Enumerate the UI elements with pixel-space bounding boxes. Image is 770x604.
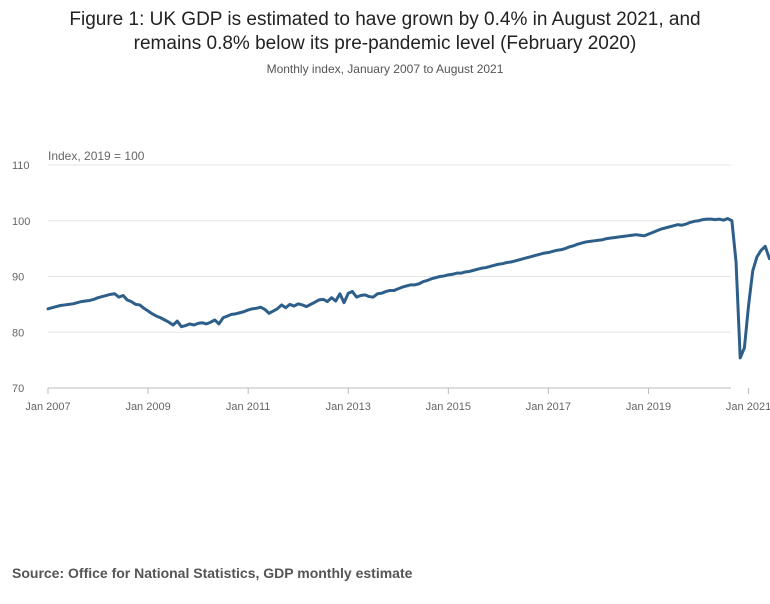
x-tick-label: Jan 2021 xyxy=(726,401,770,413)
y-axis-ticks: 70 80 90 100 110 xyxy=(12,160,30,395)
chart-title-line2: remains 0.8% below its pre-pandemic leve… xyxy=(133,33,637,54)
chart-subtitle: Monthly index, January 2007 to August 20… xyxy=(266,62,504,76)
y-tick-label: 90 xyxy=(12,272,24,284)
source-note: Source: Office for National Statistics, … xyxy=(12,565,413,581)
x-tick-label: Jan 2019 xyxy=(626,401,671,413)
y-tick-label: 80 xyxy=(12,327,24,339)
x-tick-label: Jan 2015 xyxy=(426,401,471,413)
series-line-gdp xyxy=(46,217,770,360)
y-tick-label: 70 xyxy=(12,383,24,395)
y-axis-title: Index, 2019 = 100 xyxy=(48,149,145,163)
chart-title: Figure 1: UK GDP is estimated to have gr… xyxy=(10,8,760,56)
x-axis: Jan 2007 Jan 2009 Jan 2011 Jan 2013 Jan 2015… xyxy=(25,387,770,413)
chart-title-line1: Figure 1: UK GDP is estimated to have gr… xyxy=(69,9,701,30)
x-tick-label: Jan 2011 xyxy=(226,401,270,413)
x-tick-label: Jan 2007 xyxy=(25,401,70,413)
x-tick-label: Jan 2009 xyxy=(125,401,170,413)
x-tick-label: Jan 2013 xyxy=(326,401,371,413)
y-tick-label: 110 xyxy=(12,160,30,172)
grid-lines xyxy=(48,164,731,333)
x-tick-label: Jan 2017 xyxy=(526,401,571,413)
y-tick-label: 100 xyxy=(12,216,30,228)
